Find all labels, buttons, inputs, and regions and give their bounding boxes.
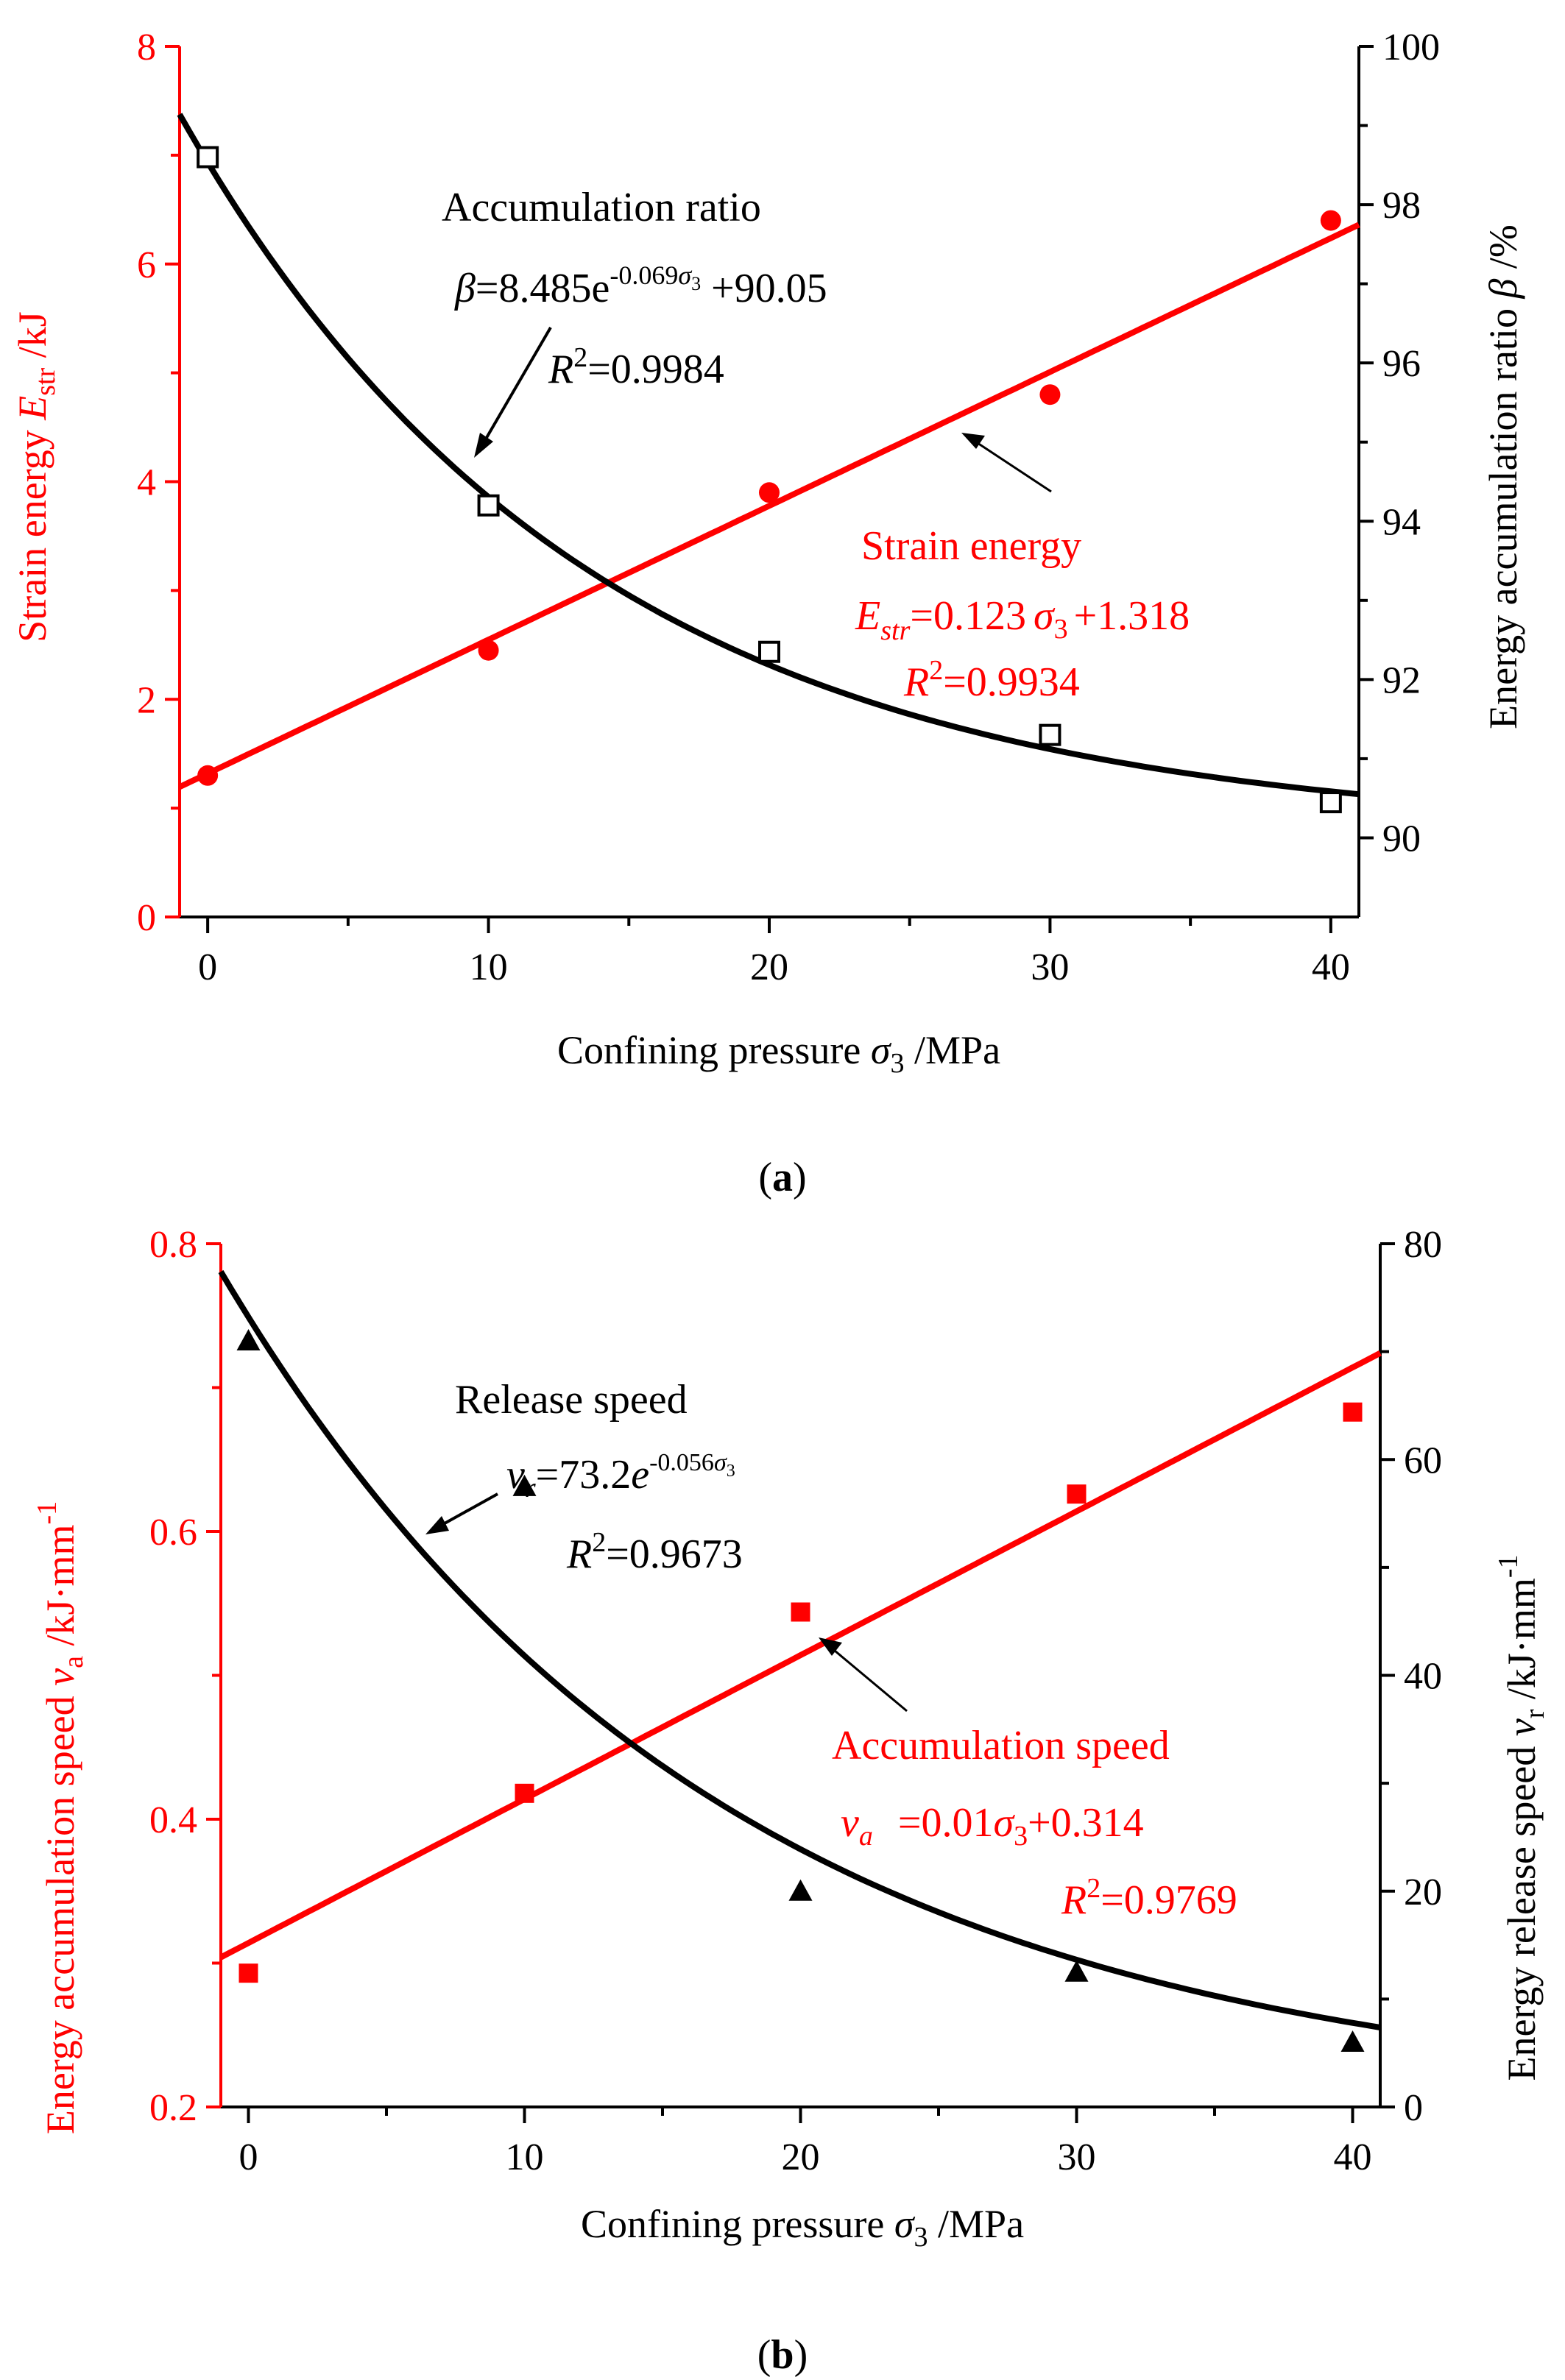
data-point-release-speed: [512, 1474, 537, 1496]
y-left-tick-label: 6: [137, 244, 156, 286]
chart-panel-b: 0 10 20 30 40 0.2 0.4 0.6 0.8 0 20 40 60 80 Confining…: [32, 1224, 1550, 2378]
panel-label-b: (b): [757, 2332, 808, 2378]
data-point-accumulation-ratio: [758, 640, 780, 663]
data-point-strain-energy: [1039, 384, 1061, 405]
fit-line-release-speed: [218, 1269, 1381, 2030]
y-right-tick-label: 94: [1382, 501, 1421, 543]
x-tick-label: 0: [239, 2136, 258, 2178]
y-right-tick-label: 96: [1382, 343, 1421, 385]
y-left-tick-label: 4: [137, 462, 156, 504]
annotation-strain-energy-r2: R2=0.9934: [903, 655, 1080, 705]
x-tick-label: 10: [470, 946, 508, 988]
x-tick-label: 40: [1334, 2136, 1372, 2178]
chart-a-y-right-title: Energy accumulation ratio β /%: [1481, 224, 1525, 729]
y-left-tick-label: 0.6: [149, 1512, 197, 1554]
annotation-accumulation-ratio-r2: R2=0.9984: [548, 342, 724, 392]
y-left-tick-label: 8: [137, 26, 156, 68]
data-point-accumulation-speed: [515, 1783, 534, 1803]
data-point-accumulation-speed: [239, 1963, 258, 1983]
x-tick-label: 0: [198, 946, 217, 988]
annotation-accumulation-speed-r2: R2=0.9769: [1061, 1873, 1237, 1923]
annotation-accumulation-speed-title: Accumulation speed: [832, 1723, 1170, 1768]
data-point-release-speed: [1340, 2030, 1365, 2053]
fit-line-accumulation-ratio: [177, 113, 1360, 798]
chart-panel-a: 0 10 20 30 40 0 2 4 6 8 90 92 94 96 98 100 Confining pr…: [10, 26, 1525, 1200]
annotation-accumulation-ratio-title: Accumulation ratio: [442, 185, 761, 230]
panel-label-a: (a): [758, 1155, 806, 1200]
annotation-release-speed-title: Release speed: [455, 1377, 688, 1423]
x-tick-label: 30: [1058, 2136, 1096, 2178]
y-right-tick-label: 0: [1404, 2087, 1423, 2129]
chart-a-ticks: 0 10 20 30 40 0 2 4 6 8 90 92 94 96 98 100: [137, 26, 1440, 988]
annotation-accumulation-speed-equation: va =0.01σ3+0.314: [841, 1800, 1144, 1852]
annotation-release-speed-r2: R2=0.9673: [566, 1527, 743, 1577]
chart-b-y-right-title: Energy release speed vr /kJ·mm-1: [1493, 1554, 1550, 2080]
chart-b-ticks: 0 10 20 30 40 0.2 0.4 0.6 0.8 0 20 40 60 80: [149, 1224, 1442, 2178]
chart-b-y-left-title: Energy accumulation speed va /kJ·mm-1: [32, 1501, 89, 2134]
fit-line-strain-energy: [178, 222, 1360, 790]
x-tick-label: 30: [1031, 946, 1069, 988]
y-left-tick-label: 2: [137, 679, 156, 721]
y-left-tick-label: 0: [137, 897, 156, 939]
chart-a-y-left-title: Strain energy Estr /kJ: [10, 311, 61, 642]
arrow-accumulation-speed: [819, 1637, 908, 1713]
data-point-release-speed: [788, 1879, 813, 1901]
data-point-release-speed: [236, 1328, 261, 1350]
y-right-tick-label: 60: [1404, 1439, 1442, 1481]
data-point-accumulation-speed: [791, 1602, 810, 1622]
data-point-strain-energy: [1320, 210, 1341, 231]
y-right-tick-label: 90: [1382, 818, 1421, 860]
y-right-tick-label: 100: [1382, 26, 1440, 68]
y-right-tick-label: 92: [1382, 659, 1421, 701]
chart-a-fit-lines: [177, 113, 1360, 798]
data-point-accumulation-ratio: [197, 146, 219, 169]
arrow-strain-energy: [961, 433, 1052, 493]
annotation-accumulation-ratio-equation: β=8.485e-0.069σ3 +90.05: [454, 261, 827, 311]
y-left-tick-label: 0.2: [149, 2087, 197, 2129]
fit-line-accumulation-speed: [219, 1350, 1382, 1961]
data-point-accumulation-ratio: [1319, 791, 1342, 814]
chart-b-fit-lines: [218, 1269, 1382, 2030]
annotation-release-speed-equation: vr=73.2e-0.056σ3: [506, 1449, 735, 1504]
data-point-accumulation-ratio: [1039, 723, 1061, 746]
chart-a-markers: [197, 146, 1342, 814]
arrow-accumulation-ratio: [474, 326, 552, 458]
data-point-accumulation-speed: [1343, 1402, 1363, 1422]
chart-b-markers: [236, 1328, 1365, 2053]
chart-a-x-axis-title: Confining pressure σ3 /MPa: [557, 1028, 1000, 1079]
chart-b-x-axis-title: Confining pressure σ3 /MPa: [581, 2202, 1024, 2253]
x-tick-label: 10: [506, 2136, 544, 2178]
y-left-tick-label: 0.8: [149, 1224, 197, 1266]
y-right-tick-label: 40: [1404, 1656, 1442, 1698]
data-point-strain-energy: [197, 765, 219, 786]
arrow-release-speed: [425, 1492, 498, 1534]
x-tick-label: 20: [750, 946, 788, 988]
data-point-strain-energy: [759, 482, 780, 503]
x-tick-label: 40: [1312, 946, 1350, 988]
data-point-strain-energy: [478, 640, 499, 661]
y-right-tick-label: 80: [1404, 1224, 1442, 1266]
y-right-tick-label: 98: [1382, 185, 1421, 227]
y-right-tick-label: 20: [1404, 1871, 1442, 1913]
data-point-accumulation-speed: [1067, 1484, 1087, 1504]
data-point-release-speed: [1064, 1960, 1089, 1982]
annotation-strain-energy-title: Strain energy: [861, 523, 1081, 569]
y-left-tick-label: 0.4: [149, 1799, 197, 1841]
x-tick-label: 20: [782, 2136, 820, 2178]
annotation-strain-energy-equation: Estr=0.123 σ3 +1.318: [855, 593, 1190, 646]
data-point-accumulation-ratio: [477, 494, 500, 517]
